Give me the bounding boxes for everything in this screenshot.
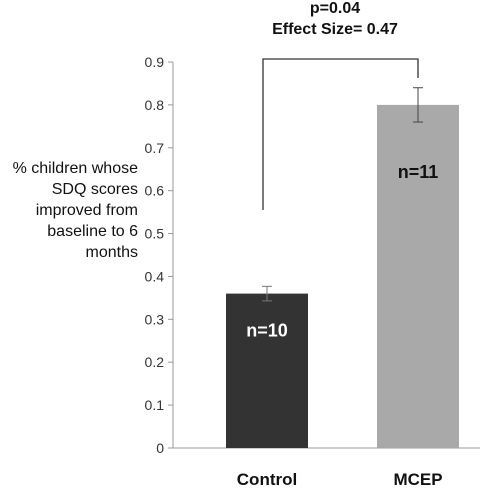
effect-size-annotation: Effect Size= 0.47: [272, 21, 398, 38]
y-tick-label: 0: [156, 440, 164, 456]
y-tick-label: 0.8: [145, 97, 165, 113]
y-tick-label: 0.5: [145, 226, 165, 242]
y-tick-label: 0.3: [145, 311, 165, 327]
y-tick-label: 0.6: [145, 183, 165, 199]
y-tick-label: 0.7: [145, 140, 165, 156]
bar-mcep: [377, 104, 459, 448]
y-tick-label: 0.2: [145, 354, 165, 370]
y-tick-label: 0.9: [145, 54, 165, 70]
x-tick-label: Control: [237, 470, 297, 489]
significance-bracket: [262, 58, 419, 210]
bar-data-label: n=10: [246, 321, 288, 341]
p-value-annotation: p=0.04: [309, 0, 361, 17]
y-tick-label: 0.4: [145, 268, 165, 284]
x-tick-label: MCEP: [393, 470, 442, 489]
y-axis-label: % children whose SDQ scores improved fro…: [12, 160, 138, 261]
y-tick-label: 0.1: [145, 397, 165, 413]
bar-data-label: n=11: [398, 162, 439, 182]
bar-control: [226, 293, 308, 448]
